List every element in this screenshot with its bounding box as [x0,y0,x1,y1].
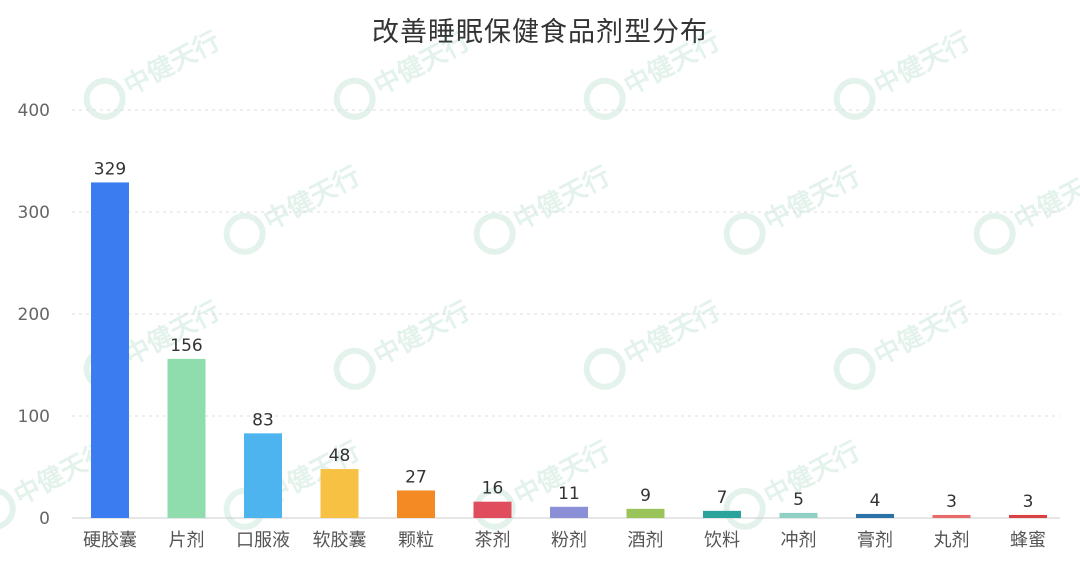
x-tick-label: 膏剂 [857,529,893,551]
watermark-logo: 中健天行 [833,25,975,120]
bar-value-label: 11 [558,484,580,504]
svg-text:中健天行: 中健天行 [619,295,725,371]
x-tick-label: 冲剂 [781,530,817,551]
bar-value-label: 16 [482,479,504,499]
x-tick-label: 硬胶囊 [83,530,137,551]
bar-value-label: 4 [870,491,881,511]
bar [244,433,282,518]
bar-value-label: 156 [170,336,202,356]
bar [91,182,129,519]
x-tick-label: 粉剂 [551,530,587,551]
svg-text:中健天行: 中健天行 [259,160,365,236]
bar [473,501,512,518]
x-tick-label: 丸剂 [934,530,970,551]
watermark-logo: 中健天行 [473,160,615,255]
bar [626,508,665,518]
bar [550,506,588,518]
bar-value-label: 83 [252,410,274,430]
watermark-logo: 中健天行 [583,295,725,390]
bar [932,514,971,518]
bar-value-label: 7 [717,488,728,508]
bar [397,490,435,518]
x-tick-label: 软胶囊 [313,530,367,551]
watermark-logo: 中健天行 [333,295,475,390]
svg-text:中健天行: 中健天行 [369,295,475,371]
watermark-logo: 中健天行 [223,160,365,255]
bar-value-label: 27 [405,467,427,487]
svg-text:中健天行: 中健天行 [759,160,865,236]
watermark-logo: 中健天行 [723,160,865,255]
bar [320,469,359,518]
x-tick-label: 酒剂 [628,530,664,551]
chart-title: 改善睡眠保健食品剂型分布 [372,17,708,48]
bar [779,512,818,518]
bar-value-label: 5 [793,490,804,510]
bar-value-label: 3 [946,492,957,512]
y-tick-label: 0 [39,509,50,529]
y-tick-label: 300 [18,203,50,223]
svg-text:中健天行: 中健天行 [759,435,865,511]
x-tick-label: 颗粒 [398,530,434,551]
watermark-logo: 中健天行 [583,25,725,120]
bar-value-label: 9 [640,486,651,506]
bar [1009,514,1047,518]
svg-text:中健天行: 中健天行 [119,25,225,101]
x-tick-label: 片剂 [169,530,205,551]
x-tick-label: 茶剂 [475,530,511,551]
y-tick-label: 400 [18,101,50,121]
x-tick-label: 口服液 [236,530,290,551]
x-tick-label: 饮料 [704,530,740,551]
bar [856,513,894,518]
bar-value-label: 329 [94,159,126,179]
y-tick-label: 100 [18,407,50,427]
watermark-logo: 中健天行 [333,25,475,120]
svg-text:中健天行: 中健天行 [869,25,975,101]
watermark-logo: 中健天行 [833,295,975,390]
bar-value-label: 48 [329,446,351,466]
bar [703,510,741,518]
x-tick-label: 蜂蜜 [1010,530,1046,551]
svg-text:中健天行: 中健天行 [509,160,615,236]
y-tick-label: 200 [18,305,50,325]
svg-text:中健天行: 中健天行 [869,295,975,371]
watermark-logo: 中健天行 [973,160,1080,255]
bar [167,358,206,518]
svg-text:中健天行: 中健天行 [1009,160,1080,236]
watermark-logo: 中健天行 [83,25,225,120]
bar-value-label: 3 [1023,492,1034,512]
svg-text:中健天行: 中健天行 [619,25,725,101]
svg-text:中健天行: 中健天行 [369,25,475,101]
